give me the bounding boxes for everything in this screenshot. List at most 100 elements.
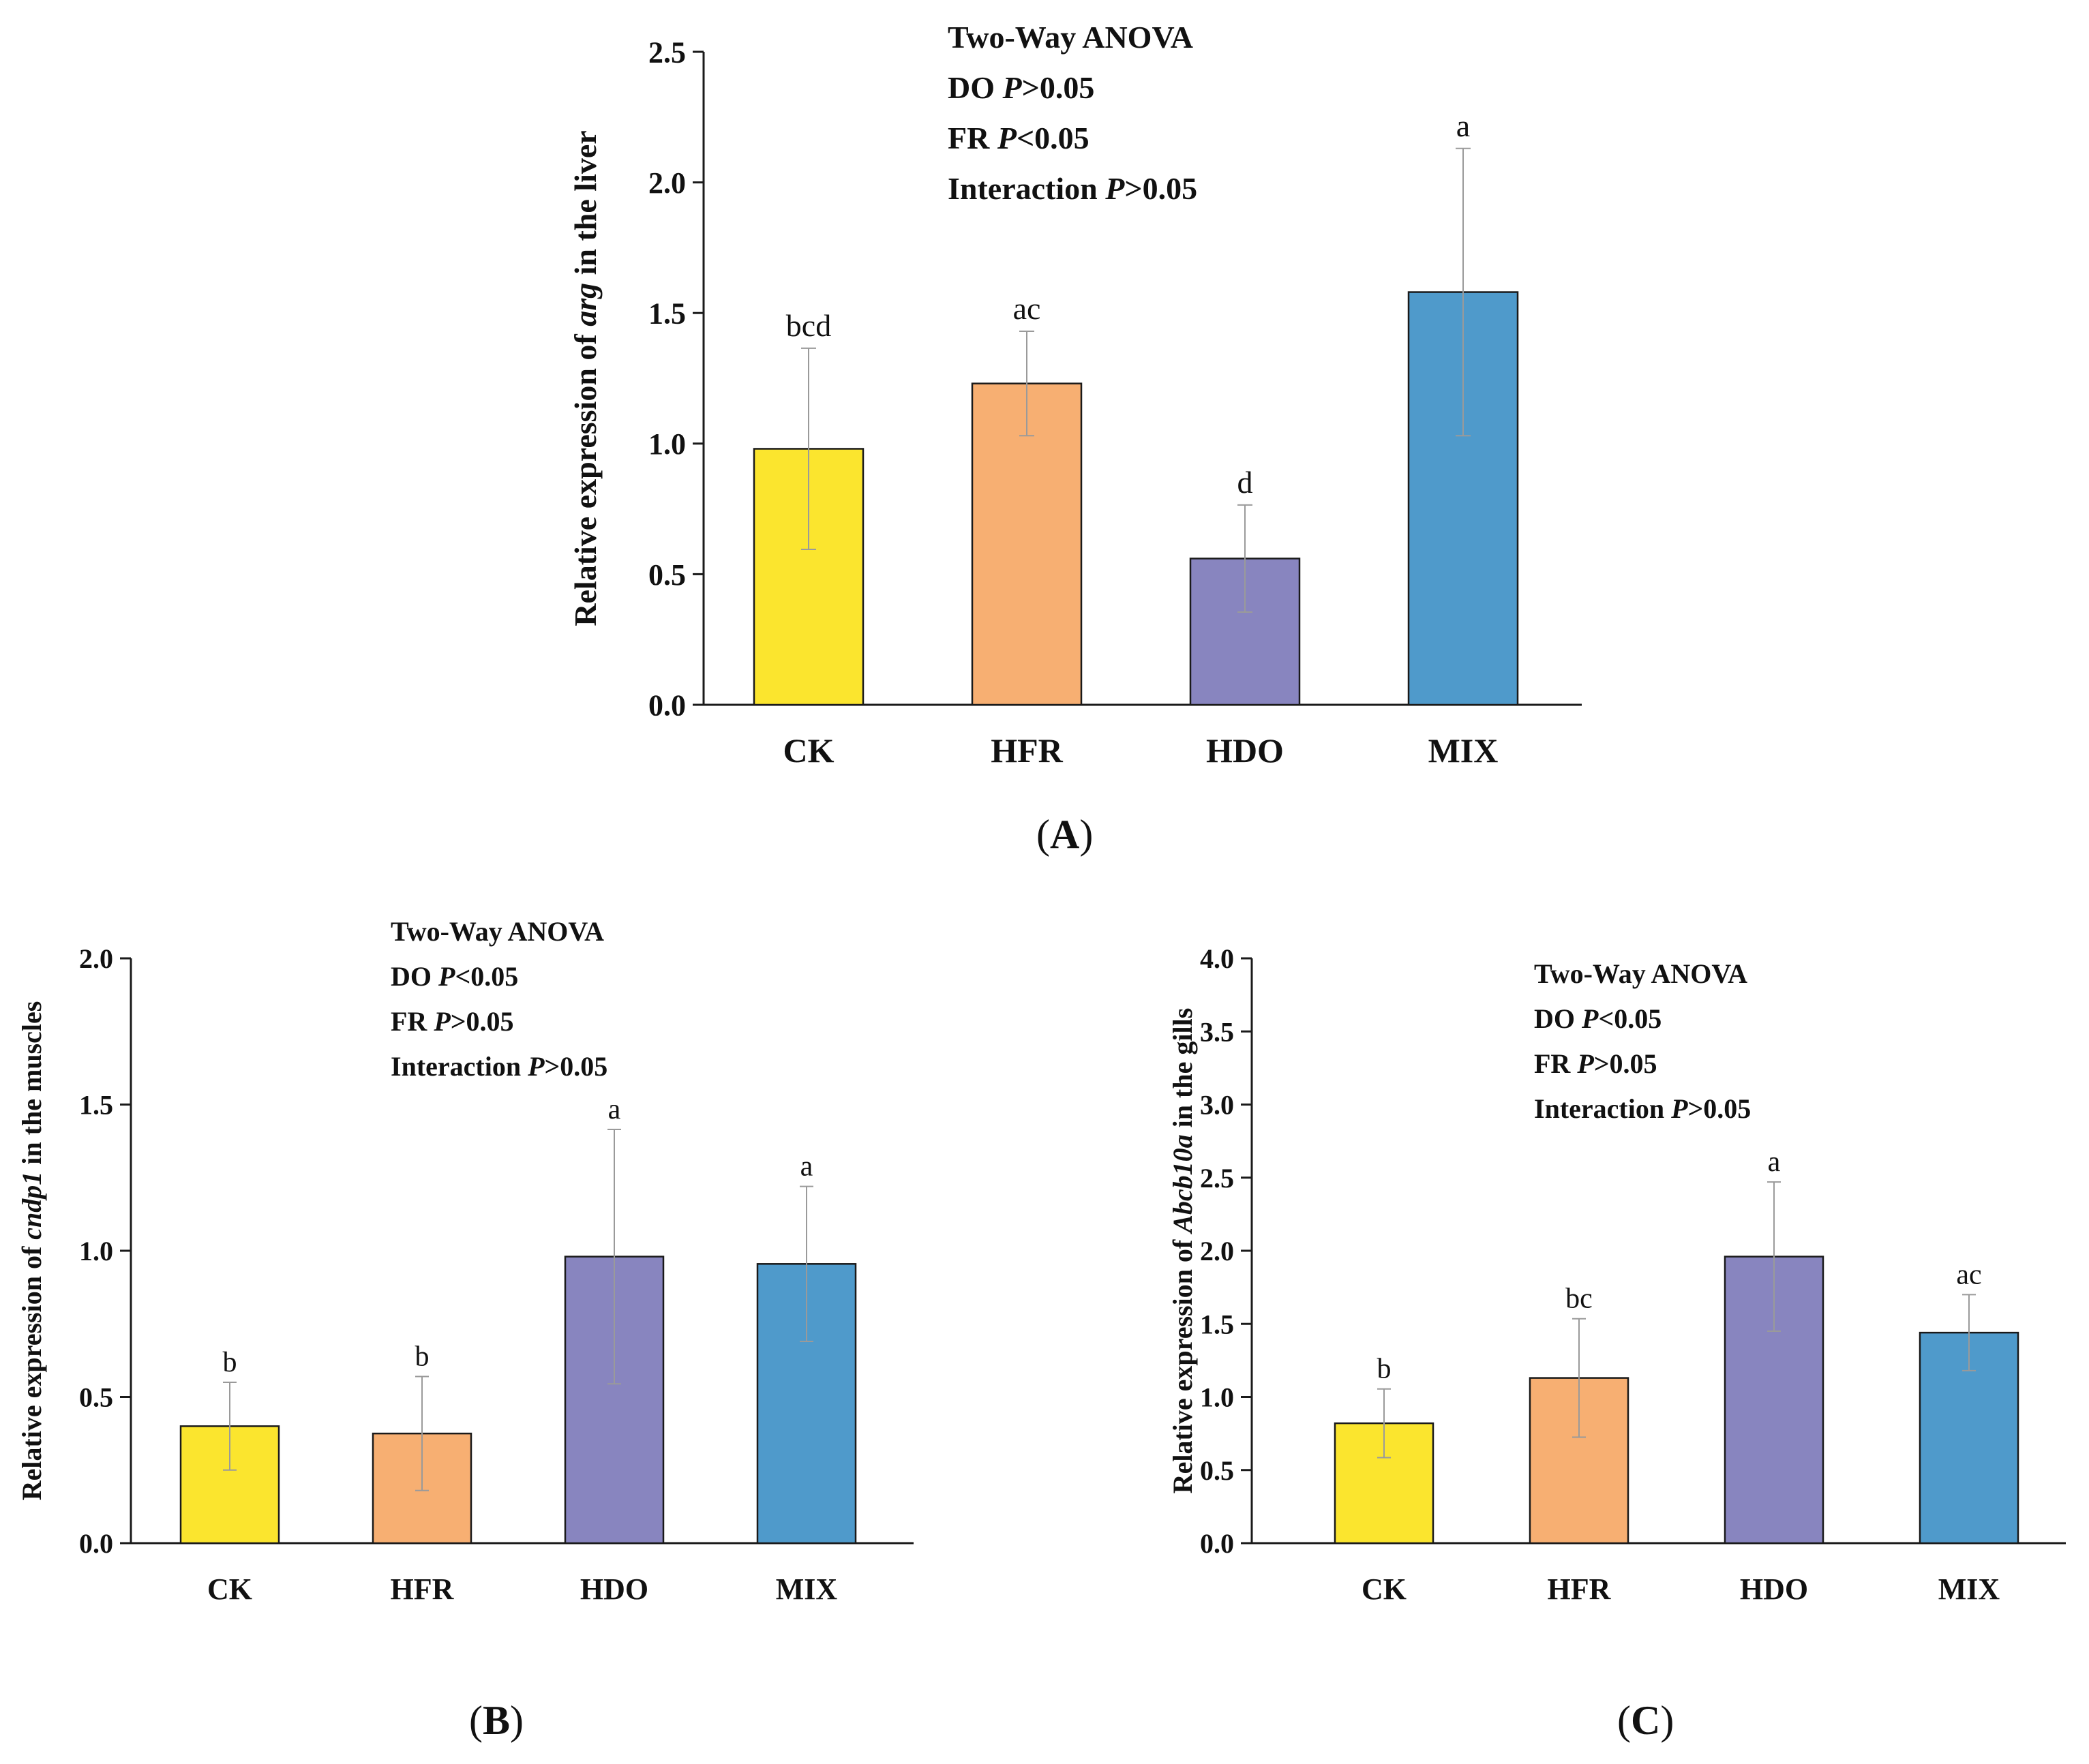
anova-p: P (527, 1051, 545, 1082)
anova-value: >0.05 (1022, 70, 1095, 105)
anova-factor: FR (391, 1006, 434, 1037)
y-tick-label: 2.5 (648, 35, 686, 69)
x-tick-label: MIX (776, 1572, 838, 1606)
anova-p: P (433, 1006, 451, 1037)
anova-row: Interaction P>0.05 (1534, 1093, 1751, 1124)
anova-p: P (1670, 1093, 1688, 1124)
y-tick-label: 4.0 (1200, 943, 1234, 974)
anova-factor: DO (948, 70, 1003, 105)
bar-hfr (971, 382, 1083, 706)
x-tick-label: HDO (1206, 731, 1284, 770)
significance-letter: a (1456, 108, 1470, 143)
y-axis-label-gene: Abcb10a (1167, 1134, 1198, 1234)
anova-title: Two-Way ANOVA (1534, 958, 1747, 989)
y-tick-label: 0.0 (1200, 1528, 1234, 1559)
anova-value: >0.05 (451, 1006, 514, 1037)
anova-factor: Interaction (948, 171, 1105, 206)
anova-value: >0.05 (1688, 1093, 1752, 1124)
y-axis-label-part: in the liver (568, 130, 603, 283)
significance-letter: b (1377, 1354, 1392, 1385)
anova-factor: Interaction (391, 1051, 528, 1082)
anova-p: P (1002, 70, 1023, 105)
anova-row: DO P<0.05 (1534, 1003, 1662, 1034)
y-axis-label: Relative expression of Abcb10a in the gi… (1167, 1008, 1198, 1494)
y-tick-label: 2.0 (648, 166, 686, 200)
significance-letter: a (1768, 1146, 1781, 1178)
anova-row: DO P>0.05 (948, 70, 1094, 105)
x-tick-label: CK (207, 1572, 252, 1606)
chart-c-svg: 0.0 0.5 1.0 1.5 2.0 2.5 3.0 3.5 4.0 Relative expr… (1167, 943, 2066, 1606)
anova-value: >0.05 (545, 1051, 608, 1082)
y-tick-label: 2.0 (1200, 1236, 1234, 1266)
y-axis-label: Relative expression of cndp1 in the musc… (16, 1001, 47, 1501)
x-tick-label: HDO (580, 1572, 648, 1606)
y-tick-label: 3.5 (1200, 1016, 1234, 1047)
x-tick-label: HFR (991, 731, 1063, 770)
y-tick-label: 2.0 (79, 943, 113, 974)
anova-factor: DO (391, 961, 438, 992)
anova-value: <0.05 (1017, 121, 1089, 155)
y-axis-label-part: Relative expression of (16, 1240, 47, 1501)
x-tick-label: HFR (1548, 1572, 1612, 1606)
y-tick-label: 0.0 (648, 688, 686, 722)
anova-value: >0.05 (1124, 171, 1197, 206)
y-axis-label: Relative expression of arg in the liver (568, 130, 603, 626)
y-tick-label: 0.0 (79, 1528, 113, 1559)
anova-p: P (1104, 171, 1125, 206)
anova-p: P (997, 121, 1017, 155)
anova-factor: FR (1534, 1048, 1577, 1079)
chart-b-svg: 0.0 0.5 1.0 1.5 2.0 Relative expression of cn… (16, 916, 914, 1606)
anova-factor: Interaction (1534, 1093, 1671, 1124)
y-axis-label-gene: cndp1 (16, 1172, 47, 1240)
x-tick-label: HDO (1740, 1572, 1808, 1606)
panel-label-c: (C) (1617, 1698, 1674, 1743)
significance-letter: b (415, 1341, 430, 1372)
significance-letter: bcd (786, 308, 831, 343)
y-axis-label-part: Relative expression of (1167, 1233, 1198, 1494)
anova-title: Two-Way ANOVA (391, 916, 604, 947)
anova-factor: DO (1534, 1003, 1582, 1034)
y-tick-label: 2.5 (1200, 1163, 1234, 1193)
anova-p: P (1576, 1048, 1594, 1079)
y-tick-label: 1.5 (79, 1090, 113, 1121)
chart-panel-c: 0.0 0.5 1.0 1.5 2.0 2.5 3.0 3.5 4.0 Relative expr… (1064, 900, 2089, 1606)
anova-value: <0.05 (455, 961, 518, 992)
x-tick-label: HFR (391, 1572, 455, 1606)
significance-letter: a (800, 1151, 813, 1183)
anova-row: FR P>0.05 (391, 1006, 514, 1037)
chart-panel-a: 0.0 0.5 1.0 1.5 2.0 2.5 Relative expression of… (0, 0, 2089, 804)
y-tick-label: 0.5 (1200, 1455, 1234, 1486)
x-tick-label: MIX (1428, 731, 1499, 770)
y-tick-label: 0.5 (79, 1382, 113, 1413)
x-tick-label: CK (1362, 1572, 1407, 1606)
anova-p: P (438, 961, 455, 992)
anova-row: DO P<0.05 (391, 961, 518, 992)
significance-letter: d (1237, 465, 1253, 500)
anova-title: Two-Way ANOVA (948, 20, 1193, 55)
anova-row: FR P>0.05 (1534, 1048, 1657, 1079)
y-tick-label: 0.5 (648, 558, 686, 592)
panel-label-a: (A) (1036, 812, 1094, 857)
y-tick-label: 3.0 (1200, 1090, 1234, 1121)
anova-row: FR P<0.05 (948, 121, 1089, 155)
chart-panel-b: 0.0 0.5 1.0 1.5 2.0 Relative expression of cn… (0, 900, 1064, 1606)
panel-label-b: (B) (469, 1698, 524, 1743)
anova-value: <0.05 (1598, 1003, 1662, 1034)
y-axis-label-part: in the gills (1167, 1008, 1198, 1135)
y-tick-label: 1.0 (1200, 1382, 1234, 1413)
y-tick-label: 1.5 (648, 297, 686, 331)
significance-letter: b (223, 1347, 237, 1378)
chart-a-svg: 0.0 0.5 1.0 1.5 2.0 2.5 Relative expression of… (568, 20, 1582, 770)
y-tick-label: 1.0 (79, 1236, 113, 1266)
y-axis-label-part: in the muscles (16, 1001, 47, 1172)
anova-p: P (1581, 1003, 1599, 1034)
anova-row: Interaction P>0.05 (948, 171, 1197, 206)
y-tick-label: 1.5 (1200, 1309, 1234, 1339)
significance-letter: a (608, 1094, 621, 1125)
significance-letter: ac (1013, 291, 1041, 326)
anova-value: >0.05 (1594, 1048, 1657, 1079)
significance-letter: bc (1565, 1283, 1593, 1315)
anova-row: Interaction P>0.05 (391, 1051, 607, 1082)
x-tick-label: CK (783, 731, 835, 770)
y-tick-label: 1.0 (648, 427, 686, 461)
